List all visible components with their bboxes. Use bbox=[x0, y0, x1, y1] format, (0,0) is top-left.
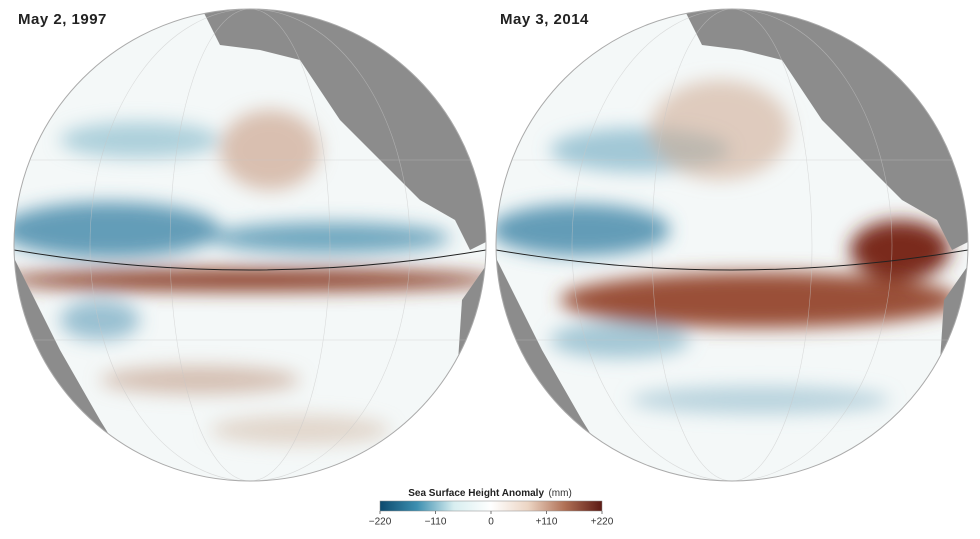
colorbar-tick-label: 0 bbox=[488, 517, 494, 528]
colorbar-tick-label: +220 bbox=[591, 517, 614, 528]
colorbar-tick-label: +110 bbox=[536, 517, 558, 528]
colorbar-tick-label: −220 bbox=[369, 517, 392, 528]
panel-title: May 3, 2014 bbox=[500, 11, 589, 28]
colorbar bbox=[379, 500, 603, 512]
globe bbox=[14, 9, 486, 481]
globe bbox=[496, 9, 968, 481]
legend-title-text: Sea Surface Height Anomaly bbox=[408, 488, 544, 499]
colorbar-tick-label: −110 bbox=[425, 517, 447, 528]
legend-unit: (mm) bbox=[548, 488, 571, 499]
legend-title: Sea Surface Height Anomaly (mm) bbox=[408, 484, 572, 501]
panel-title: May 2, 1997 bbox=[18, 11, 107, 28]
